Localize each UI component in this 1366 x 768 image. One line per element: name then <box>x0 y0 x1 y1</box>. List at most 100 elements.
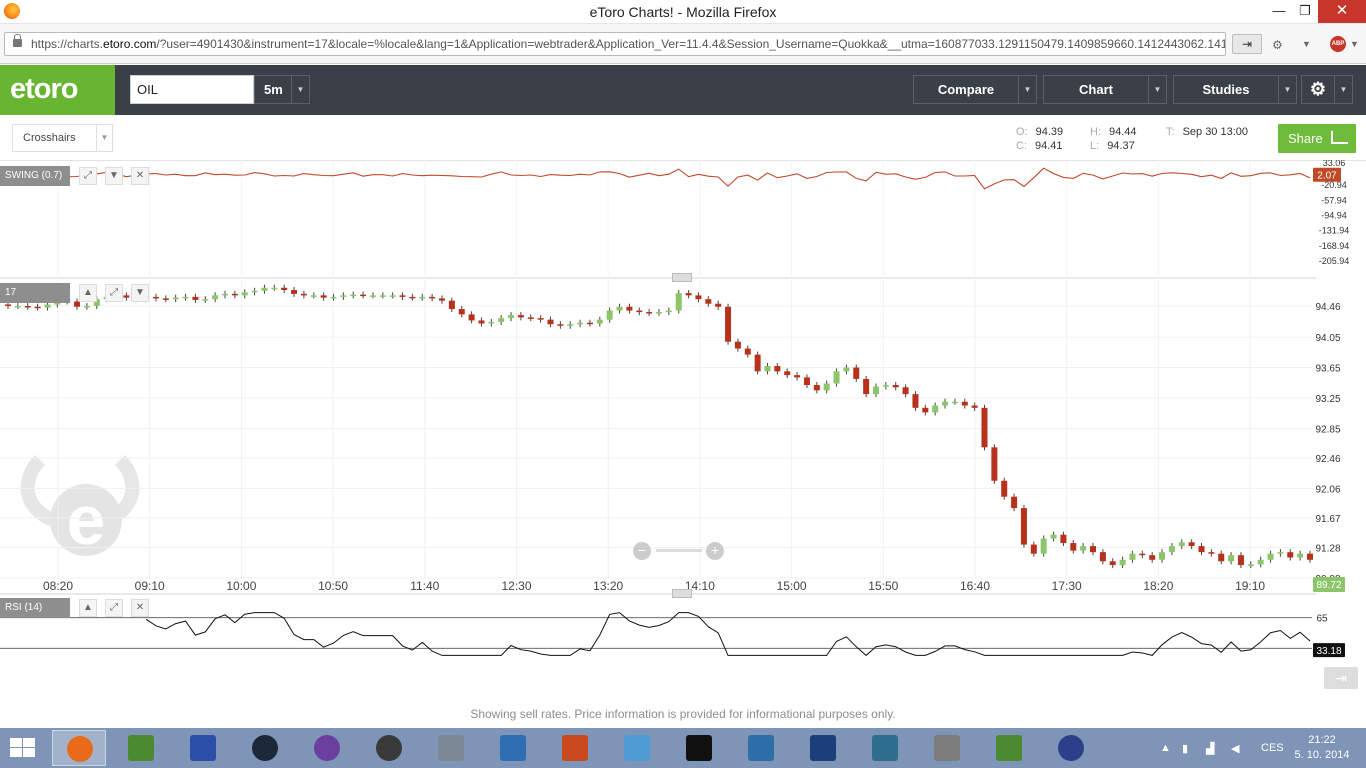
taskbar-speaker-icon[interactable] <box>920 730 974 766</box>
interval-select[interactable]: 5m ▼ <box>254 75 310 104</box>
panel-resize-handle[interactable] <box>672 589 692 598</box>
chevron-down-icon[interactable]: ▼ <box>1278 76 1296 103</box>
keepass-icon <box>376 735 402 761</box>
volume-icon[interactable]: ◀ <box>1231 743 1240 755</box>
taskbar-eclipse-icon[interactable] <box>300 730 354 766</box>
candle-body <box>695 295 702 300</box>
price-panel-tag[interactable]: 17 <box>0 283 70 303</box>
etoro-logo[interactable]: etoro <box>0 65 115 115</box>
navigation-bar: https://charts.etoro.com/?user=4901430&i… <box>0 24 1366 64</box>
chart-type-button[interactable]: Chart ▼ <box>1043 75 1167 104</box>
candle-body <box>1257 559 1264 565</box>
time-axis-label: 12:30 <box>501 579 531 593</box>
taskbar-minecraft-icon[interactable] <box>114 730 168 766</box>
taskbar-mysql-icon[interactable] <box>858 730 912 766</box>
adblock-dropdown-icon[interactable]: ▼ <box>1350 39 1359 49</box>
windows-start-icon[interactable] <box>10 738 36 758</box>
chevron-down-icon: ▼ <box>96 125 112 151</box>
chevron-down-icon[interactable]: ▼ <box>1018 76 1036 103</box>
candle-body <box>182 296 189 299</box>
zoom-out-icon[interactable]: − <box>633 542 651 560</box>
candle-body <box>656 312 662 314</box>
zoom-in-icon[interactable]: + <box>706 542 724 560</box>
candle-body <box>1307 553 1313 560</box>
expand-icon[interactable]: ⤢ <box>105 599 123 617</box>
chevron-down-icon[interactable]: ▼ <box>1302 39 1311 49</box>
taskbar-floppy-disk-icon[interactable] <box>176 730 230 766</box>
minecraft-icon <box>128 735 154 761</box>
taskbar-sign-tool-icon[interactable] <box>486 730 540 766</box>
candle-body <box>764 366 771 372</box>
move-up-icon[interactable]: ▲ <box>79 284 97 302</box>
symbol-input[interactable]: OIL <box>130 75 254 104</box>
interval-label: 5m <box>264 82 283 97</box>
taskbar-security-icon[interactable] <box>424 730 478 766</box>
minimize-button[interactable]: — <box>1272 3 1286 18</box>
taskbar-firefox-icon[interactable] <box>52 730 106 766</box>
candle-body <box>1139 553 1146 556</box>
candle-body <box>715 303 722 307</box>
studies-button[interactable]: Studies ▼ <box>1173 75 1297 104</box>
candle-body <box>379 295 386 297</box>
swing-panel-tag[interactable]: SWING (0.7) <box>0 166 70 186</box>
taskbar-keepass-icon[interactable] <box>362 730 416 766</box>
taskbar-phone-icon[interactable] <box>796 730 850 766</box>
price-candles <box>5 284 1313 569</box>
network-signal-icon[interactable]: ▟ <box>1206 743 1215 755</box>
chevron-down-icon[interactable]: ▼ <box>1148 76 1166 103</box>
rsi-panel-tag[interactable]: RSI (14) <box>0 598 70 618</box>
move-down-icon[interactable]: ▼ <box>105 167 123 185</box>
maximize-button[interactable]: ❐ <box>1299 3 1311 18</box>
price-axis-label: 94.05 <box>1315 333 1340 344</box>
candle-body <box>1090 546 1096 553</box>
url-field[interactable]: https://charts.etoro.com/?user=4901430&i… <box>4 32 1226 56</box>
tray-arrow-icon[interactable]: ▲ <box>1160 742 1171 754</box>
panel-resize-handle[interactable] <box>672 273 692 282</box>
scroll-to-end-icon[interactable]: ⇥ <box>1324 667 1358 689</box>
close-panel-icon[interactable]: ✕ <box>131 167 149 185</box>
candle-body <box>527 317 534 319</box>
taskbar-network-icon[interactable] <box>734 730 788 766</box>
chevron-down-icon[interactable]: ▼ <box>1334 76 1352 103</box>
share-button[interactable]: Share <box>1278 124 1356 153</box>
chart-grid <box>0 160 1316 595</box>
taskbar-minecraft-2-icon[interactable] <box>982 730 1036 766</box>
move-up-icon[interactable]: ▲ <box>79 599 97 617</box>
cmd-icon <box>686 735 712 761</box>
swing-axis-label: -57.94 <box>1321 195 1347 205</box>
settings-button[interactable]: ⚙ ▼ <box>1301 75 1353 104</box>
open-label: O: <box>1016 126 1028 138</box>
expand-icon[interactable]: ⤢ <box>105 284 123 302</box>
taskbar-game-icon[interactable] <box>548 730 602 766</box>
zoom-slider[interactable] <box>656 549 702 552</box>
language-indicator[interactable]: CES <box>1261 742 1284 754</box>
move-down-icon[interactable]: ▼ <box>131 284 149 302</box>
chart-canvas[interactable]: e 94.46 94.05 93.65 93.25 92.85 92.46 92.06 91.… <box>0 160 1366 704</box>
candle-body <box>547 319 554 325</box>
tray-device-icon[interactable]: ▮ <box>1182 743 1189 755</box>
taskbar-calculator-icon[interactable] <box>610 730 664 766</box>
adblock-icon[interactable]: ABP <box>1330 36 1346 52</box>
close-panel-icon[interactable]: ✕ <box>131 599 149 617</box>
crosshairs-select[interactable]: Crosshairs ▼ <box>12 124 113 152</box>
candle-body <box>202 299 209 301</box>
candle-body <box>1020 508 1027 545</box>
pin-tab-icon[interactable]: ⇥ <box>1232 34 1262 54</box>
compare-button[interactable]: Compare ▼ <box>913 75 1037 104</box>
system-clock[interactable]: 21:22 5. 10. 2014 <box>1290 733 1354 763</box>
candle-body <box>468 314 475 321</box>
price-axis-label: 92.06 <box>1315 484 1340 495</box>
taskbar-cmd-icon[interactable] <box>672 730 726 766</box>
candle-body <box>369 295 376 297</box>
price-last-badge: 89.72 <box>1313 577 1345 592</box>
candle-body <box>596 319 603 324</box>
taskbar-eclipse-2-icon[interactable] <box>1044 730 1098 766</box>
expand-icon[interactable]: ⤢ <box>79 167 97 185</box>
candle-body <box>626 306 633 311</box>
close-button[interactable]: ✕ <box>1318 0 1366 23</box>
taskbar-steam-icon[interactable] <box>238 730 292 766</box>
candle-body <box>1198 546 1205 553</box>
extension-icon[interactable]: ⚙ <box>1272 38 1283 52</box>
open-value: 94.39 <box>1035 126 1064 138</box>
price-axis-label: 92.85 <box>1315 424 1340 435</box>
